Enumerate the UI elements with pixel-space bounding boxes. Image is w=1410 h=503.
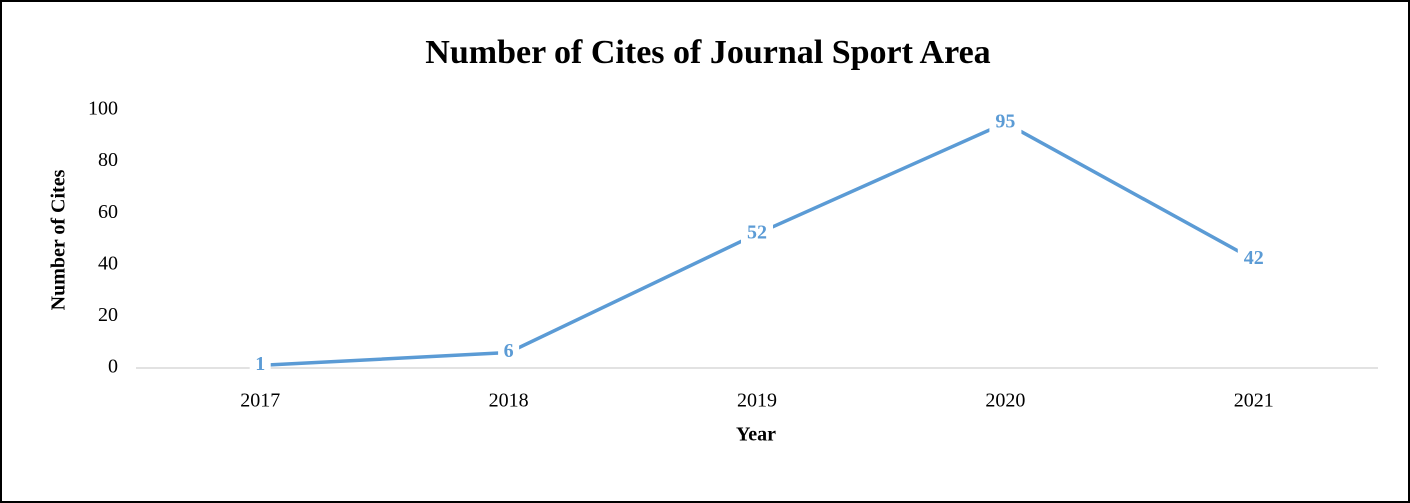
y-tick-label: 80 bbox=[98, 149, 118, 171]
data-label: 6 bbox=[504, 340, 514, 362]
data-label: 52 bbox=[747, 221, 767, 243]
y-axis-title: Number of Cites bbox=[48, 169, 70, 310]
x-tick-label: 2019 bbox=[737, 390, 777, 412]
y-tick-label: 40 bbox=[98, 252, 118, 274]
y-tick-label: 20 bbox=[98, 304, 118, 326]
x-tick-label: 2018 bbox=[489, 390, 529, 412]
data-label-bg bbox=[989, 109, 1022, 136]
data-label-bg bbox=[741, 220, 773, 247]
data-label: 42 bbox=[1244, 247, 1264, 269]
y-tick-label: 100 bbox=[88, 98, 118, 120]
chart-title: Number of Cites of Journal Sport Area bbox=[425, 34, 990, 71]
y-tick-label: 0 bbox=[108, 356, 118, 378]
data-label-bg bbox=[249, 352, 271, 379]
data-label: 95 bbox=[995, 110, 1015, 132]
x-tick-label: 2017 bbox=[240, 390, 280, 412]
x-tick-label: 2020 bbox=[985, 390, 1025, 412]
data-label: 1 bbox=[255, 353, 265, 375]
x-axis-title: Year bbox=[736, 424, 776, 446]
x-tick-label: 2021 bbox=[1234, 390, 1274, 412]
y-tick-label: 60 bbox=[98, 201, 118, 223]
data-label-bg bbox=[1237, 246, 1270, 273]
data-label-bg bbox=[498, 339, 520, 366]
